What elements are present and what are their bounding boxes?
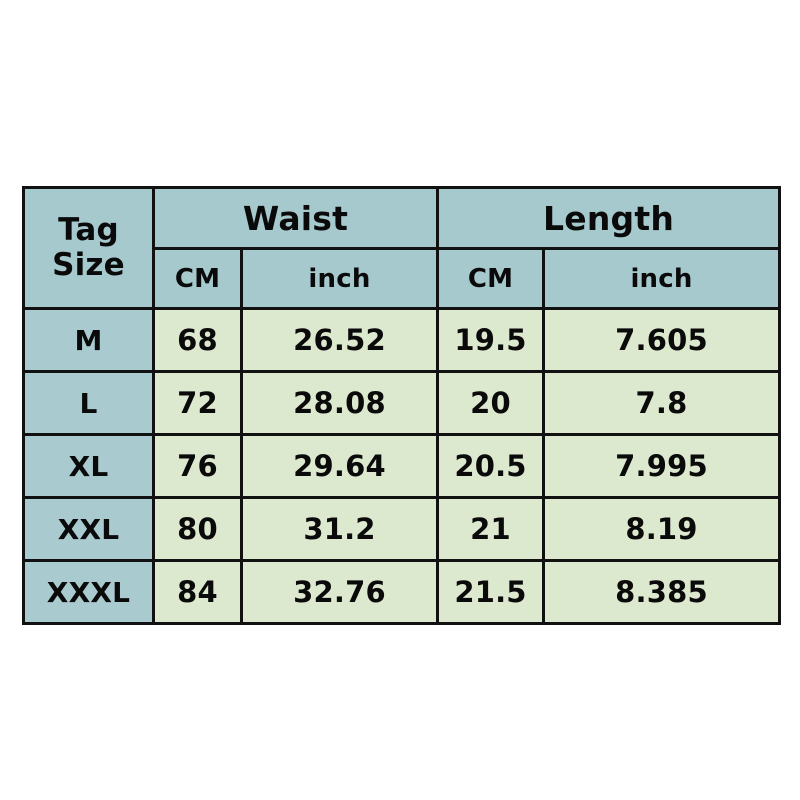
table-row: XXXL 84 32.76 21.5 8.385 — [22, 559, 782, 625]
header-length-cm: CM — [436, 247, 546, 310]
size-chart-table: Tag Size Waist Length CM inch CM inch M … — [22, 186, 782, 625]
cell-length-cm: 21 — [436, 496, 546, 562]
cell-length-cm: 20 — [436, 370, 546, 436]
table-header: Tag Size Waist Length CM inch CM inch — [22, 186, 782, 310]
cell-waist-cm: 76 — [152, 433, 243, 499]
cell-length-inch: 8.19 — [542, 496, 782, 562]
cell-length-cm: 21.5 — [436, 559, 546, 625]
cell-waist-inch: 26.52 — [239, 307, 440, 373]
cell-length-inch: 7.605 — [542, 307, 782, 373]
cell-waist-cm: 84 — [152, 559, 243, 625]
cell-waist-inch: 32.76 — [239, 559, 440, 625]
cell-waist-cm: 80 — [152, 496, 243, 562]
cell-size: XL — [22, 433, 155, 499]
cell-length-inch: 7.8 — [542, 370, 782, 436]
table-row: L 72 28.08 20 7.8 — [22, 370, 782, 436]
header-tag-size: Tag Size — [22, 186, 155, 310]
cell-length-inch: 7.995 — [542, 433, 782, 499]
table-row: M 68 26.52 19.5 7.605 — [22, 307, 782, 373]
header-waist-cm: CM — [152, 247, 243, 310]
cell-length-inch: 8.385 — [542, 559, 782, 625]
header-group-length: Length — [436, 186, 782, 250]
cell-waist-inch: 31.2 — [239, 496, 440, 562]
header-group-waist: Waist — [151, 186, 440, 250]
header-waist-inch: inch — [239, 247, 440, 310]
cell-waist-inch: 29.64 — [239, 433, 440, 499]
header-row-groups: Tag Size Waist Length — [22, 186, 782, 310]
cell-size: L — [22, 370, 155, 436]
cell-length-cm: 19.5 — [436, 307, 546, 373]
table-body: M 68 26.52 19.5 7.605 L 72 28.08 20 7.8 … — [22, 307, 782, 625]
header-row-units: CM inch CM inch — [24, 247, 782, 310]
table-row: XXL 80 31.2 21 8.19 — [22, 496, 782, 562]
cell-waist-cm: 68 — [152, 307, 243, 373]
cell-waist-inch: 28.08 — [239, 370, 440, 436]
header-length-inch: inch — [542, 247, 782, 310]
cell-size: XXL — [22, 496, 155, 562]
cell-waist-cm: 72 — [152, 370, 243, 436]
cell-size: M — [22, 307, 155, 373]
header-tag-size-line-2: Size — [52, 247, 125, 283]
table-row: XL 76 29.64 20.5 7.995 — [22, 433, 782, 499]
header-tag-size-line-1: Tag — [58, 212, 119, 249]
cell-size: XXXL — [22, 559, 155, 625]
cell-length-cm: 20.5 — [436, 433, 546, 499]
